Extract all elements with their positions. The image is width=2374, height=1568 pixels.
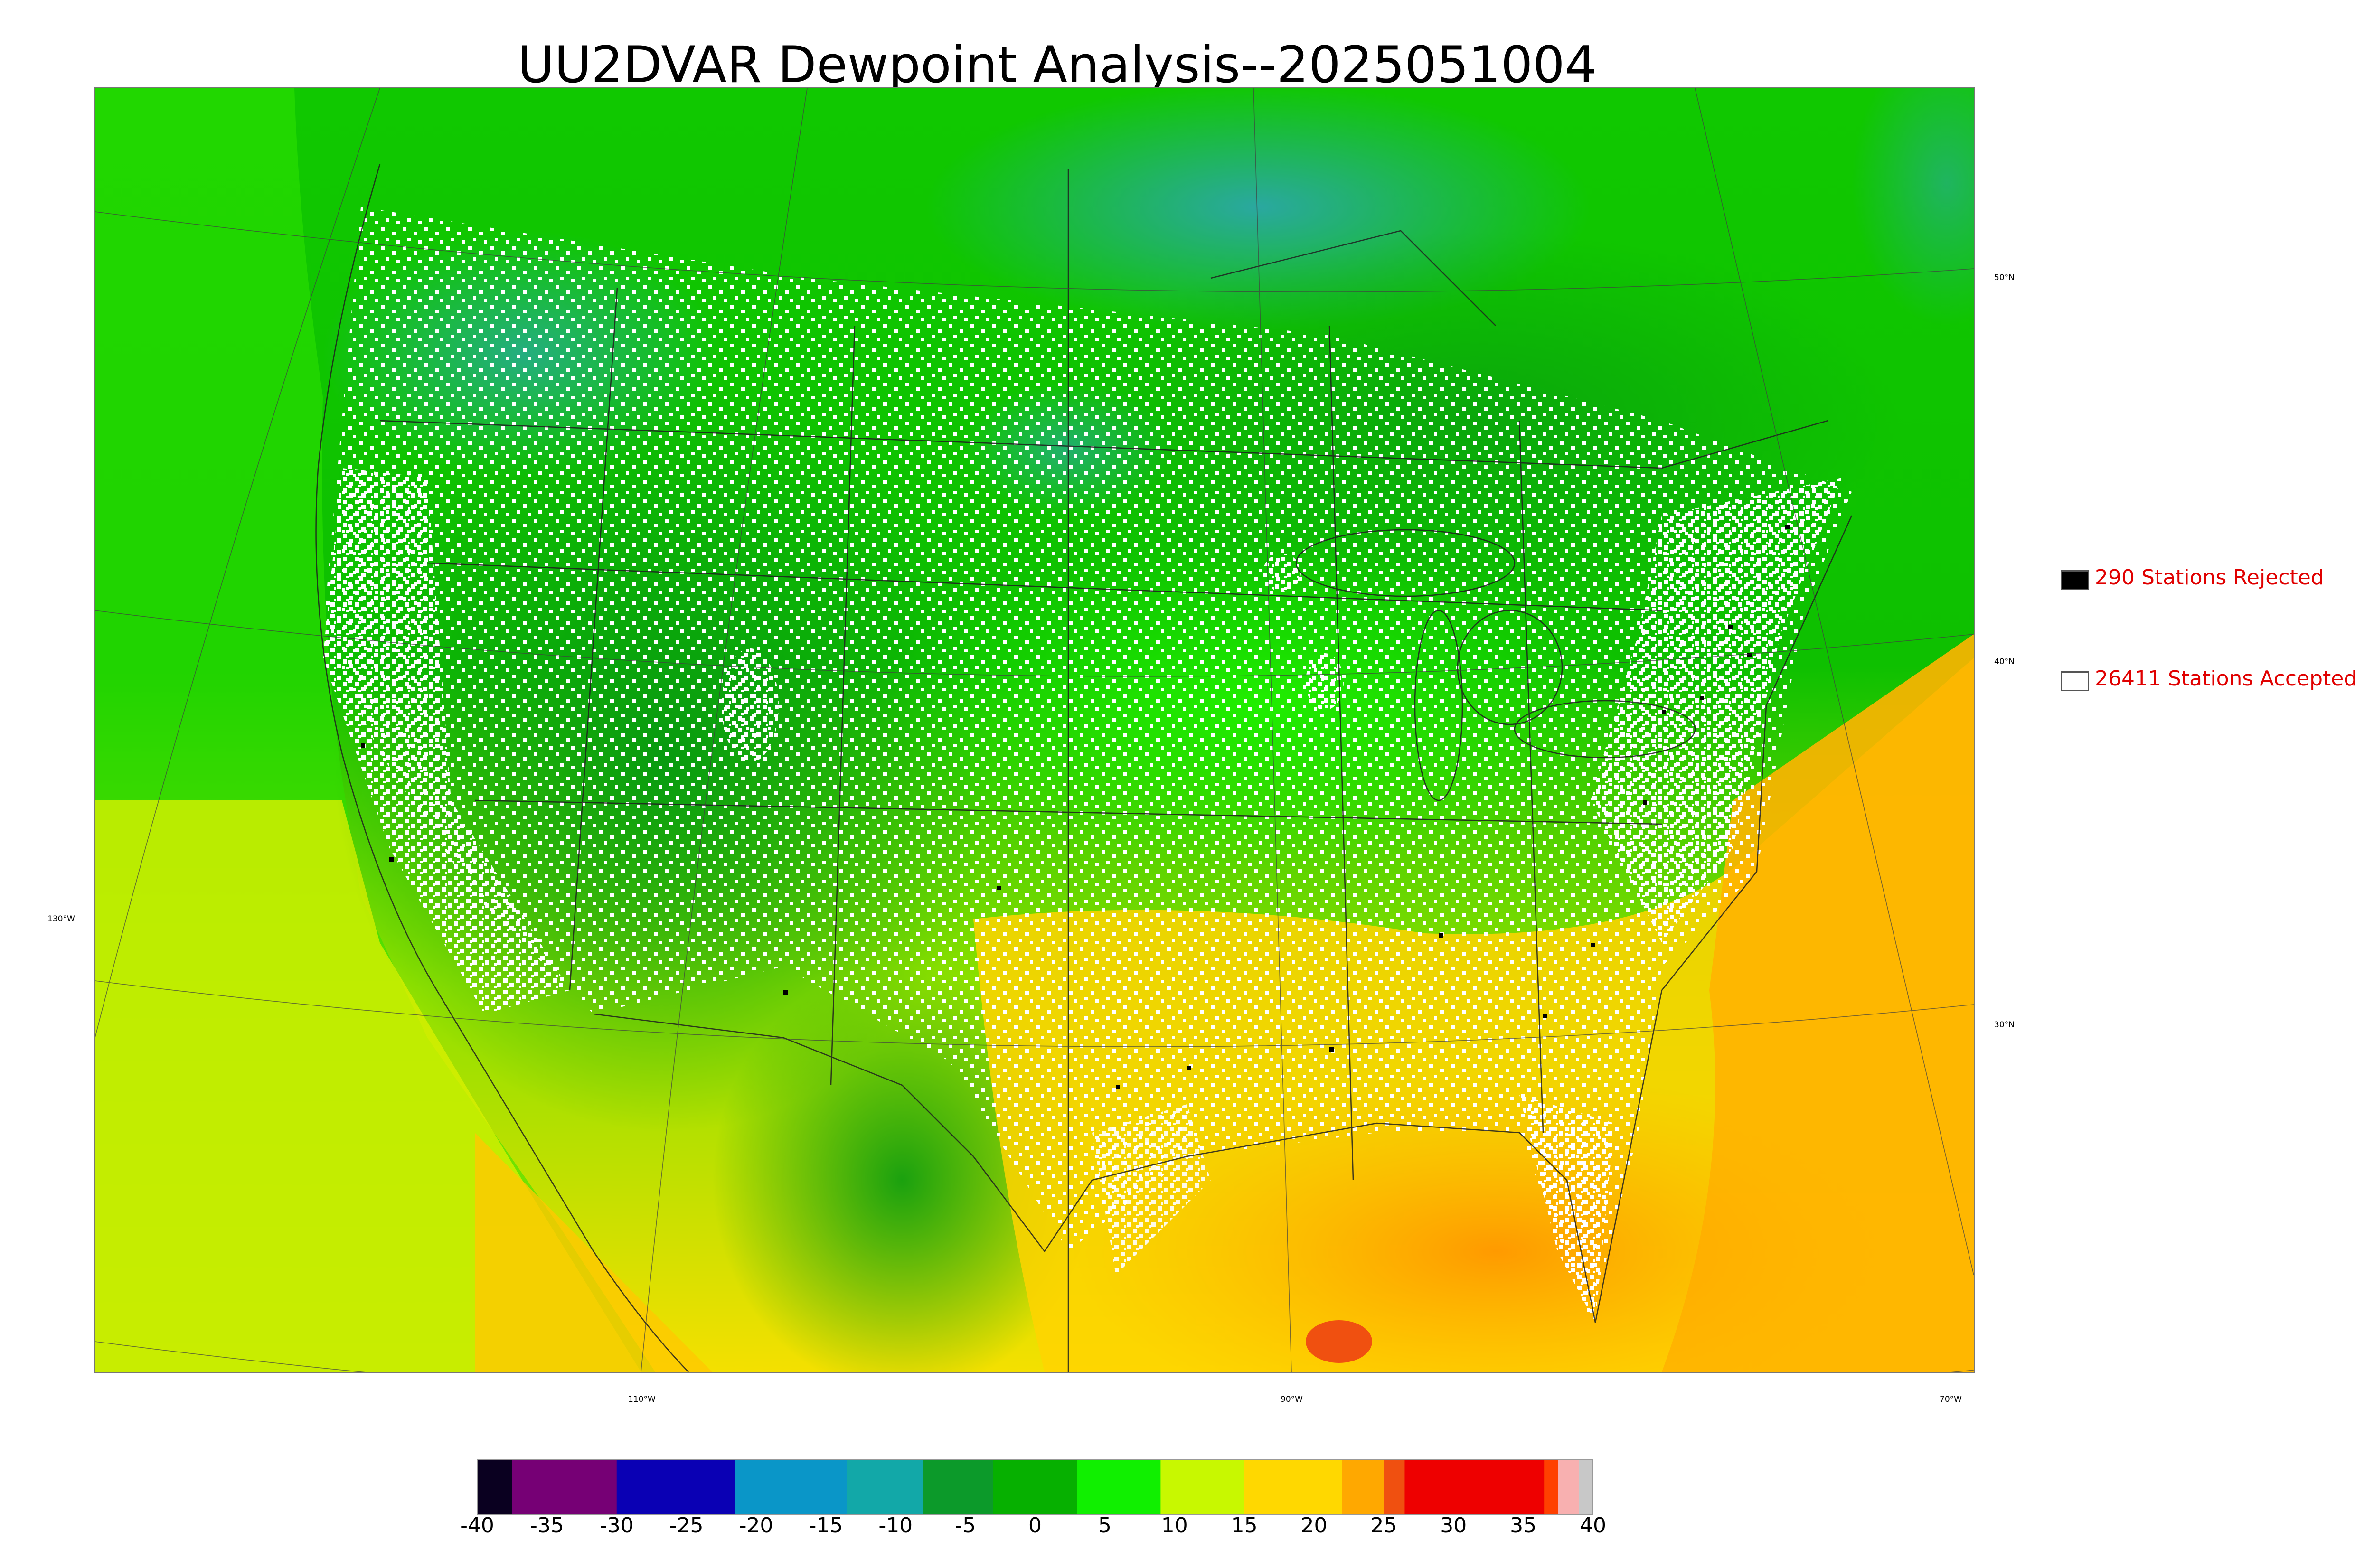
colorbar-segment: [477, 1459, 512, 1515]
colorbar-segment: [1544, 1459, 1559, 1515]
colorbar-tick-label: 40: [1580, 1513, 1606, 1538]
colorbar-tick-label: 15: [1231, 1513, 1258, 1538]
longitude-label-130w: 130°W: [47, 914, 75, 924]
longitude-label-110w: 110°W: [628, 1395, 656, 1404]
colorbar-tick-label: -10: [878, 1513, 913, 1538]
colorbar-segment: [1579, 1459, 1593, 1515]
legend-label-accepted: 26411 Stations Accepted: [2095, 667, 2357, 691]
colorbar-tick-label: -35: [529, 1513, 564, 1538]
dewpoint-map[interactable]: [94, 87, 1975, 1373]
colorbar-segment: [1160, 1459, 1245, 1515]
colorbar-tick-label: 20: [1300, 1513, 1328, 1538]
legend-swatch-accepted: [2061, 671, 2089, 691]
legend-swatch-rejected: [2061, 570, 2089, 590]
colorbar-tick-label: 0: [1028, 1513, 1042, 1538]
colorbar-tick-label: -20: [739, 1513, 773, 1538]
latitude-label-30n: 30°N: [1994, 1020, 2015, 1030]
longitude-label-70w: 70°W: [1940, 1395, 1962, 1404]
colorbar-tick-label: -5: [955, 1513, 976, 1538]
legend-label-rejected: 290 Stations Rejected: [2095, 565, 2324, 590]
colorbar-segment: [1384, 1459, 1405, 1515]
page-title: UU2DVAR Dewpoint Analysis--2025051004: [518, 36, 1597, 94]
colorbar-tick-label: 35: [1510, 1513, 1537, 1538]
colorbar-segment: [512, 1459, 617, 1515]
colorbar-tick-label: 25: [1370, 1513, 1397, 1538]
colorbar-tick-label: -25: [669, 1513, 704, 1538]
colorbar-segment: [1404, 1459, 1545, 1515]
colorbar: [477, 1459, 1593, 1515]
map-canvas: [95, 88, 1974, 1372]
latitude-label-50n: 50°N: [1994, 273, 2015, 282]
colorbar-segment: [1342, 1459, 1384, 1515]
colorbar-tick-label: -15: [809, 1513, 843, 1538]
colorbar-tick-label: 30: [1440, 1513, 1467, 1538]
colorbar-segment: [847, 1459, 924, 1515]
colorbar-segment: [1244, 1459, 1342, 1515]
colorbar-segment: [1077, 1459, 1161, 1515]
colorbar-segment: [1558, 1459, 1580, 1515]
latitude-label-40n: 40°N: [1994, 657, 2015, 667]
colorbar-tick-label: 5: [1098, 1513, 1112, 1538]
colorbar-tick-label: -40: [460, 1513, 494, 1538]
colorbar-segment: [923, 1459, 994, 1515]
colorbar-tick-label: -30: [599, 1513, 634, 1538]
colorbar-segment: [616, 1459, 735, 1515]
colorbar-segment: [735, 1459, 847, 1515]
colorbar-tick-label: 10: [1161, 1513, 1188, 1538]
colorbar-segment: [993, 1459, 1077, 1515]
longitude-label-90w: 90°W: [1281, 1395, 1303, 1404]
